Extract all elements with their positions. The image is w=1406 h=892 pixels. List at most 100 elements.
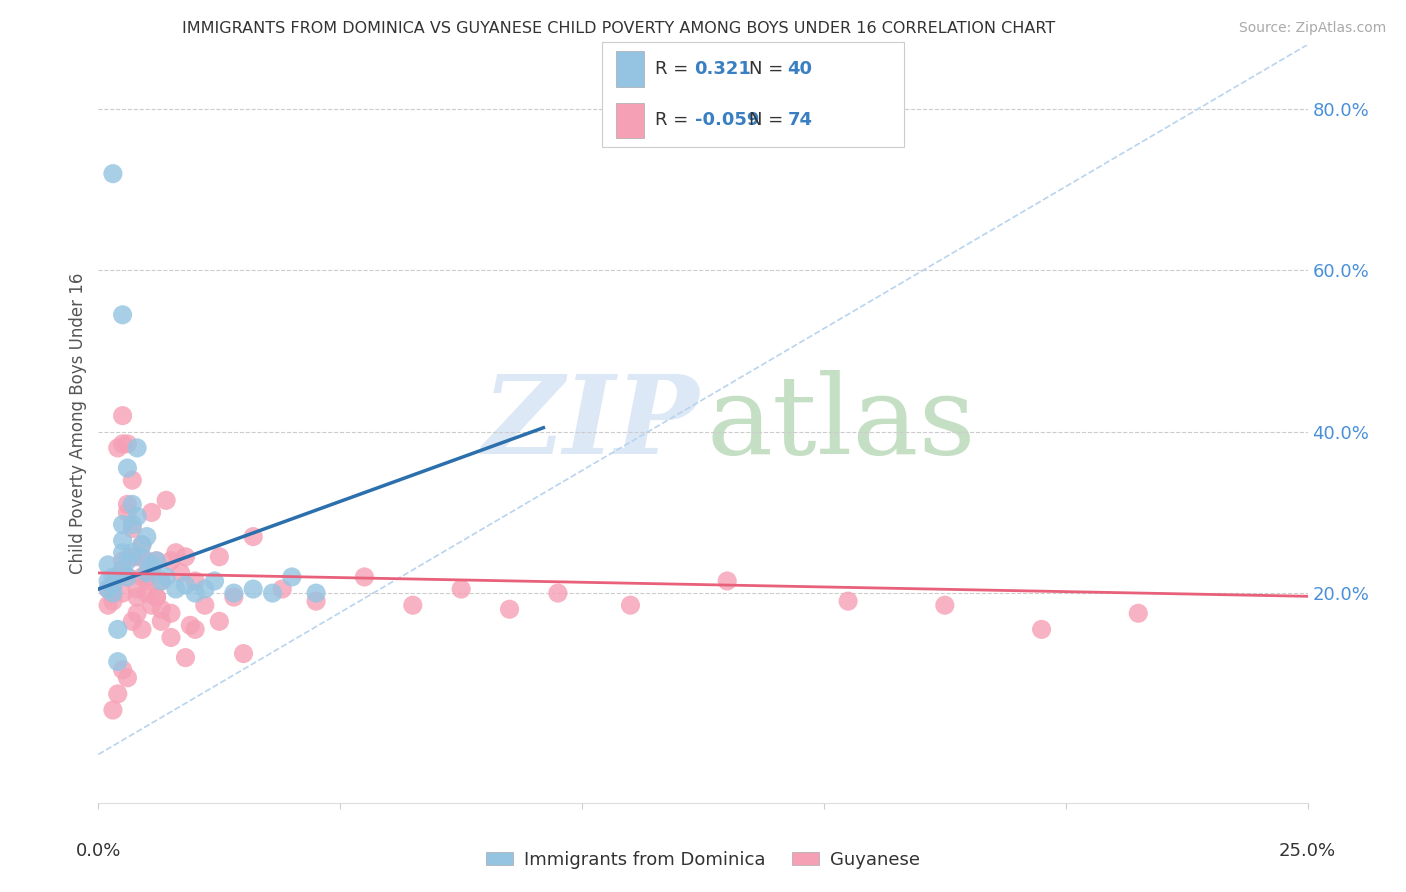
Point xyxy=(107,570,129,584)
Text: -0.059: -0.059 xyxy=(695,112,759,129)
Point xyxy=(97,574,120,588)
Point xyxy=(111,586,134,600)
Point xyxy=(135,530,157,544)
Point xyxy=(117,671,139,685)
Point xyxy=(174,549,197,564)
Point xyxy=(107,441,129,455)
Text: atlas: atlas xyxy=(707,370,976,477)
Point xyxy=(121,546,143,560)
Point xyxy=(150,574,173,588)
Point xyxy=(127,607,149,621)
Point xyxy=(101,586,124,600)
Point xyxy=(160,554,183,568)
Point xyxy=(111,308,134,322)
Point xyxy=(121,615,143,629)
Text: IMMIGRANTS FROM DOMINICA VS GUYANESE CHILD POVERTY AMONG BOYS UNDER 16 CORRELATI: IMMIGRANTS FROM DOMINICA VS GUYANESE CHI… xyxy=(181,21,1056,36)
Point xyxy=(131,570,153,584)
Point xyxy=(117,497,139,511)
Point xyxy=(111,533,134,548)
Point xyxy=(101,167,124,181)
Point xyxy=(1031,623,1053,637)
Point xyxy=(174,578,197,592)
Point xyxy=(145,554,167,568)
Point xyxy=(145,554,167,568)
Text: Source: ZipAtlas.com: Source: ZipAtlas.com xyxy=(1239,21,1386,35)
Point xyxy=(169,566,191,580)
Point xyxy=(97,582,120,596)
Text: N =: N = xyxy=(749,112,789,129)
Point xyxy=(111,546,134,560)
Point xyxy=(117,570,139,584)
Point xyxy=(271,582,294,596)
Point xyxy=(145,590,167,604)
Point xyxy=(619,598,641,612)
Point xyxy=(97,598,120,612)
Point xyxy=(242,582,264,596)
Point xyxy=(131,623,153,637)
Point xyxy=(160,607,183,621)
Point xyxy=(208,615,231,629)
Point xyxy=(97,582,120,596)
Point xyxy=(127,441,149,455)
Point xyxy=(194,598,217,612)
Point xyxy=(498,602,520,616)
Point xyxy=(222,590,245,604)
Point xyxy=(242,530,264,544)
Point xyxy=(117,437,139,451)
Point xyxy=(402,598,425,612)
Point xyxy=(184,623,207,637)
Point xyxy=(111,554,134,568)
Point xyxy=(107,687,129,701)
Point xyxy=(117,505,139,519)
Point xyxy=(150,574,173,588)
Point xyxy=(155,493,177,508)
Point xyxy=(262,586,284,600)
Point xyxy=(150,615,173,629)
Point xyxy=(121,497,143,511)
Point xyxy=(107,570,129,584)
Point xyxy=(184,574,207,588)
Point xyxy=(101,586,124,600)
Text: N =: N = xyxy=(749,60,789,78)
Point xyxy=(131,538,153,552)
Point xyxy=(135,570,157,584)
Text: R =: R = xyxy=(655,112,695,129)
Point xyxy=(111,517,134,532)
Point xyxy=(111,409,134,423)
Point xyxy=(121,517,143,532)
Legend: Immigrants from Dominica, Guyanese: Immigrants from Dominica, Guyanese xyxy=(478,844,928,876)
Text: ZIP: ZIP xyxy=(482,370,699,477)
Point xyxy=(716,574,738,588)
Point xyxy=(101,703,124,717)
Point xyxy=(145,590,167,604)
Point xyxy=(305,594,328,608)
Point xyxy=(281,570,304,584)
Point xyxy=(121,522,143,536)
Point xyxy=(208,549,231,564)
Point xyxy=(141,598,163,612)
Point xyxy=(934,598,956,612)
Point xyxy=(111,562,134,576)
Point xyxy=(305,586,328,600)
Point xyxy=(165,546,187,560)
Y-axis label: Child Poverty Among Boys Under 16: Child Poverty Among Boys Under 16 xyxy=(69,273,87,574)
Point xyxy=(101,578,124,592)
Point xyxy=(131,549,153,564)
Point xyxy=(450,582,472,596)
Point xyxy=(117,461,139,475)
Point xyxy=(204,574,226,588)
Point xyxy=(165,582,187,596)
Point xyxy=(174,650,197,665)
Point xyxy=(135,574,157,588)
Point xyxy=(101,570,124,584)
Point xyxy=(117,570,139,584)
Point xyxy=(101,578,124,592)
Point xyxy=(111,663,134,677)
Text: 0.321: 0.321 xyxy=(695,60,751,78)
Point xyxy=(179,618,201,632)
Point xyxy=(222,586,245,600)
Point xyxy=(135,566,157,580)
Point xyxy=(97,558,120,572)
Text: 25.0%: 25.0% xyxy=(1279,842,1336,860)
Point xyxy=(127,549,149,564)
